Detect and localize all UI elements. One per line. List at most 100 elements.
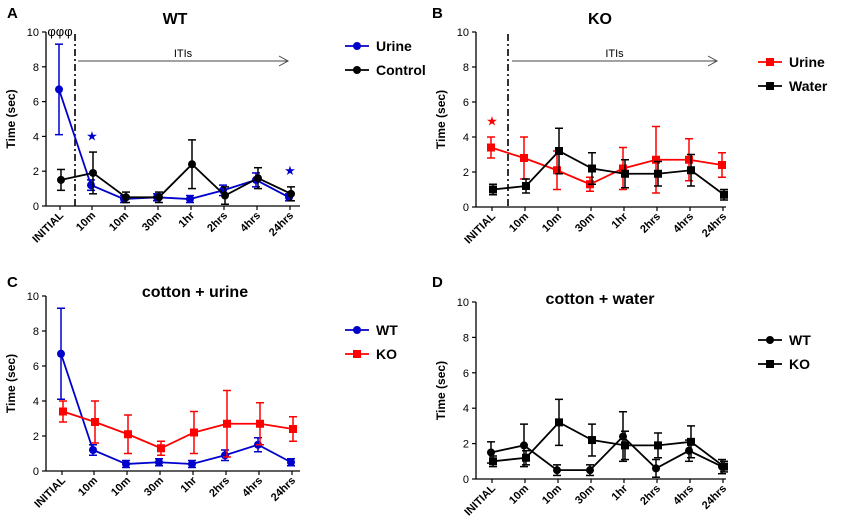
y-axis-label: Time (sec): [4, 89, 18, 148]
x-tick-label: 4hrs: [240, 475, 265, 500]
y-tick-label: 0: [33, 466, 39, 478]
data-point: [489, 457, 497, 466]
data-point: [522, 453, 530, 462]
series-control: [57, 139, 295, 206]
y-axis-label: Time (sec): [4, 354, 18, 413]
data-point: [487, 143, 495, 152]
y-tick-label: 10: [27, 291, 39, 303]
x-tick-label: 2hrs: [638, 483, 663, 508]
panel-letter: C: [7, 274, 18, 291]
data-point: [687, 166, 695, 175]
data-point: [621, 441, 629, 450]
x-tick-label: 30m: [573, 210, 597, 234]
data-point: [87, 181, 95, 190]
data-point: [89, 446, 97, 454]
x-tick-label: 4hrs: [671, 211, 696, 236]
y-tick-label: 4: [33, 131, 39, 143]
data-point: [588, 164, 596, 173]
data-point: [221, 451, 229, 460]
data-point: [586, 466, 594, 475]
annotation-label: φφφ: [47, 24, 72, 39]
data-point: [186, 195, 194, 204]
x-tick-label: 2hrs: [638, 211, 663, 236]
x-tick-label: 1hr: [177, 209, 198, 230]
x-tick-label: 4hrs: [238, 210, 263, 235]
legend-label: Urine: [789, 54, 825, 70]
data-point: [652, 155, 660, 164]
x-tick-label: 2hrs: [205, 210, 230, 235]
x-tick-label: 10m: [109, 474, 133, 498]
series-line: [490, 146, 723, 186]
data-point: [91, 418, 99, 426]
data-point: [685, 446, 693, 455]
data-point: [619, 164, 627, 173]
data-point: [287, 189, 295, 198]
data-point: [687, 437, 695, 446]
legend-label: Urine: [376, 38, 412, 54]
iti-label: ITIs: [174, 48, 193, 60]
data-point: [685, 155, 693, 164]
series-ko: [489, 398, 728, 473]
data-point: [188, 460, 196, 468]
x-tick-label: 10m: [107, 209, 131, 233]
x-tick-label: 1hr: [179, 474, 200, 495]
data-point: [555, 418, 563, 427]
y-tick-label: 4: [463, 403, 469, 415]
data-point: [487, 448, 495, 457]
data-point: [223, 419, 231, 428]
data-point: [654, 169, 662, 178]
y-tick-label: 2: [33, 431, 39, 443]
x-tick-label: 10m: [540, 482, 564, 506]
data-point: [720, 190, 728, 199]
iti-arrow-head: [707, 55, 719, 67]
legend-marker: [766, 58, 774, 66]
data-point: [652, 464, 660, 473]
data-point: [720, 462, 728, 471]
y-axis-label: Time (sec): [434, 361, 448, 420]
data-point: [155, 193, 163, 202]
data-point: [122, 193, 130, 202]
y-tick-label: 8: [463, 332, 469, 344]
x-tick-label: 24hrs: [269, 475, 298, 504]
data-point: [155, 458, 163, 467]
y-tick-label: 4: [33, 396, 39, 408]
data-point: [55, 85, 63, 94]
data-point: [289, 425, 297, 433]
data-point: [57, 175, 65, 184]
legend-label: WT: [376, 322, 398, 338]
series-line: [62, 410, 294, 450]
data-point: [654, 441, 662, 450]
y-tick-label: 10: [457, 27, 469, 39]
y-tick-label: 10: [27, 27, 39, 39]
panel-letter: A: [7, 5, 18, 22]
data-point: [57, 349, 65, 358]
data-point: [122, 460, 130, 468]
legend-marker: [353, 326, 361, 334]
x-tick-label: INITIAL: [462, 482, 498, 518]
chart-title: cotton + urine: [142, 284, 248, 301]
legend-marker: [353, 350, 361, 358]
series-line: [492, 149, 725, 196]
data-point: [59, 407, 67, 416]
data-point: [256, 419, 264, 428]
legend-label: Control: [376, 62, 426, 78]
legend-label: Water: [789, 78, 828, 94]
chart-title: WT: [163, 11, 188, 28]
data-point: [89, 168, 97, 177]
panel-letter: B: [432, 5, 443, 22]
y-tick-label: 6: [463, 97, 469, 109]
data-point: [287, 458, 295, 467]
series-line: [60, 162, 292, 199]
data-point: [254, 174, 262, 183]
series-urine: [487, 125, 726, 194]
y-tick-label: 0: [33, 201, 39, 213]
x-tick-label: 10m: [507, 210, 531, 234]
data-point: [621, 169, 629, 178]
panel-a: A WT 0 2 4 6 8 10 Time (sec) INITIAL 10m 10m 30m 1hr 2…: [4, 5, 426, 245]
data-point: [157, 444, 165, 453]
x-tick-label: 10m: [76, 474, 100, 498]
panel-letter: D: [432, 274, 443, 291]
data-point: [221, 191, 229, 200]
